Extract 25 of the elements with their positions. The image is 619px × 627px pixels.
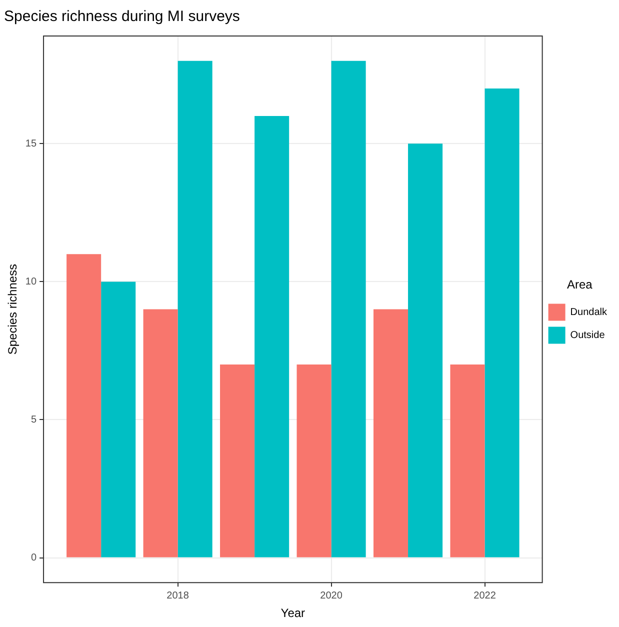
x-tick-label: 2022	[474, 590, 496, 602]
bar	[101, 282, 136, 558]
bar	[143, 309, 178, 558]
y-tick-label: 5	[30, 414, 37, 426]
bar	[450, 364, 485, 558]
legend-label: Dundalk	[570, 306, 608, 318]
y-tick-label: 0	[30, 552, 37, 564]
x-tick-label: 2018	[166, 590, 190, 602]
chart-title: Species richness during MI surveys	[4, 8, 240, 26]
x-axis-title: Year	[280, 606, 306, 620]
bar	[296, 364, 332, 558]
bar	[408, 144, 443, 558]
y-tick-label: 10	[25, 276, 37, 288]
legend-label: Outside	[570, 330, 606, 341]
bar	[373, 309, 408, 558]
bar	[254, 116, 290, 558]
x-tick-label: 2020	[320, 590, 343, 602]
bar	[220, 364, 255, 558]
bar	[66, 254, 102, 558]
bar	[331, 60, 366, 558]
y-tick-label: 15	[25, 138, 37, 150]
bar	[484, 88, 520, 558]
y-axis-title: Species richness	[6, 264, 20, 355]
legend-title: Area	[566, 278, 593, 292]
bar	[178, 60, 212, 558]
